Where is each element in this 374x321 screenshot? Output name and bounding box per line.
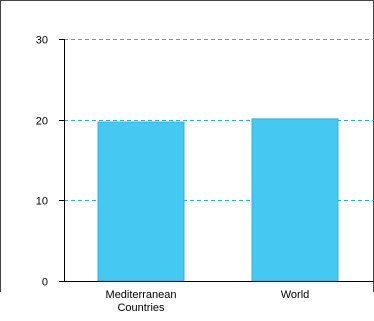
y-tick-label: 0 <box>42 277 48 289</box>
x-category-label: World <box>281 289 310 301</box>
y-tick-label: 20 <box>36 116 48 128</box>
bar-mediterranean-countries <box>97 121 185 282</box>
y-tick-label: 30 <box>36 35 48 47</box>
bar-world <box>251 118 339 282</box>
x-category-label: Mediterranean Countries <box>106 289 177 314</box>
labels: 0 10 20 30 Mediterranean Countries World <box>36 35 310 315</box>
axes <box>59 39 374 282</box>
bars <box>97 118 339 282</box>
y-tick-label: 10 <box>36 196 48 208</box>
